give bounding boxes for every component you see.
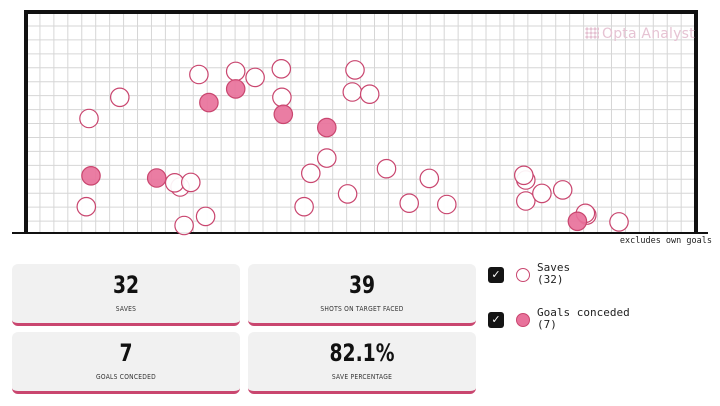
save-marker <box>436 194 457 215</box>
checkbox-saves[interactable]: ✓ <box>488 267 504 283</box>
legend-count-goals: (7) <box>537 318 557 331</box>
save-marker <box>337 184 358 204</box>
save-marker <box>174 215 194 236</box>
goal-marker <box>81 166 101 186</box>
save-marker <box>272 87 292 108</box>
save-marker <box>399 193 419 213</box>
save-marker <box>271 59 292 79</box>
save-marker <box>316 148 337 168</box>
legend-label-saves: Saves <box>537 261 571 274</box>
stat-label: SHOTS ON TARGET FACED <box>320 305 404 313</box>
goal-marker <box>567 211 588 232</box>
hollow-circle-icon <box>516 268 530 282</box>
save-marker <box>181 172 201 193</box>
save-marker <box>294 196 314 217</box>
watermark: Opta Analyst <box>585 26 695 42</box>
save-marker <box>376 158 397 179</box>
stat-value: 7 <box>119 339 133 367</box>
goal-marker <box>146 168 167 188</box>
save-marker <box>515 191 536 211</box>
stat-value: 39 <box>348 271 376 299</box>
goal-marker <box>225 79 246 99</box>
save-marker <box>225 61 246 82</box>
goal-marker <box>199 92 219 113</box>
stat-card-shots-on-target: 39 SHOTS ON TARGET FACED <box>248 264 476 326</box>
stat-card-saves: 32 SAVES <box>12 264 240 326</box>
shot-markers <box>76 59 629 236</box>
stat-card-save-percentage: 82.1% SAVE PERCENTAGE <box>248 332 476 394</box>
filled-circle-icon <box>516 313 530 327</box>
save-marker <box>513 165 534 186</box>
save-marker <box>245 67 265 88</box>
save-marker <box>79 108 99 129</box>
save-marker <box>419 168 440 189</box>
stat-card-goals-conceded: 7 GOALS CONCEDED <box>12 332 240 394</box>
stat-value: 32 <box>112 271 140 299</box>
save-marker <box>532 183 552 204</box>
save-marker <box>359 84 380 104</box>
legend-label-goals: Goals conceded <box>537 306 630 319</box>
stat-label: GOALS CONCEDED <box>96 373 156 381</box>
save-marker <box>76 196 97 217</box>
goal-mouth-chart <box>12 10 708 236</box>
goal-marker <box>316 117 337 138</box>
save-marker <box>609 212 629 232</box>
save-marker <box>342 82 363 102</box>
watermark-text: Opta Analyst <box>602 26 695 42</box>
goal-marker <box>273 104 294 125</box>
save-marker <box>195 206 216 227</box>
opta-logo-icon <box>585 27 599 39</box>
goal-net-grid <box>26 12 696 233</box>
save-marker <box>300 163 321 184</box>
checkbox-goals[interactable]: ✓ <box>488 312 504 328</box>
goal-posts <box>24 10 698 233</box>
save-marker <box>345 60 365 80</box>
stat-label: SAVES <box>115 305 137 313</box>
goal-frame <box>12 10 708 234</box>
save-marker <box>552 180 573 200</box>
footnote: excludes own goals <box>619 236 712 246</box>
save-marker <box>189 64 209 85</box>
save-marker <box>110 87 130 108</box>
stat-value: 82.1% <box>329 339 395 367</box>
stat-label: SAVE PERCENTAGE <box>331 373 393 381</box>
legend-count-saves: (32) <box>537 273 564 286</box>
